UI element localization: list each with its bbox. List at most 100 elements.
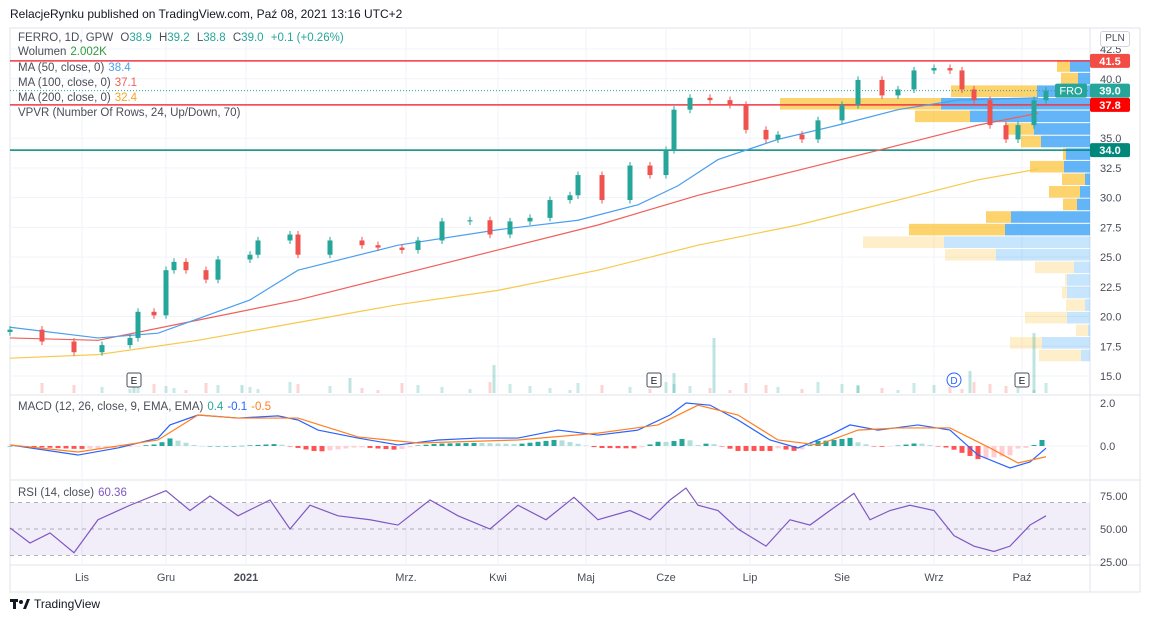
macd-histogram-bar [991,446,997,458]
candle-body[interactable] [707,97,713,101]
macd-histogram-bar [775,446,781,449]
candle-body[interactable] [135,311,141,338]
candle-body[interactable] [1003,125,1009,140]
candle-body[interactable] [971,89,977,101]
candle-body[interactable] [247,254,253,260]
candle-body[interactable] [947,68,953,71]
candle-body[interactable] [99,345,105,353]
volume-bar [1032,390,1036,393]
candle-body[interactable] [763,129,769,140]
candle-body[interactable] [7,329,13,333]
volume-legend[interactable]: Wolumen 2.002K [18,46,111,58]
ma100-legend[interactable]: MA (100, close, 0) 37.1 [18,77,141,89]
rsi-legend[interactable]: RSI (14, close) 60.36 [18,487,131,499]
candle-body[interactable] [895,89,901,96]
candle-body[interactable] [727,100,733,105]
vpvr-down-bar [1062,173,1085,186]
candle-body[interactable] [687,97,693,110]
candle-body[interactable] [799,134,805,140]
candle-body[interactable] [127,337,133,346]
macd-signal-line[interactable] [9,404,1047,464]
vpvr-up-bar [1078,72,1090,85]
candle-body[interactable] [599,175,605,201]
volume-bar [72,385,76,393]
earnings-marker[interactable] [646,372,662,388]
earnings-marker[interactable] [126,372,142,388]
vpvr-legend[interactable]: VPVR (Number Of Rows, 24, Up/Down, 70) [18,107,244,119]
candle-body[interactable] [183,261,189,271]
candle-body[interactable] [627,165,633,201]
candle-body[interactable] [987,100,993,126]
candle-body[interactable] [295,234,301,255]
candle-body[interactable] [839,104,845,121]
candle-body[interactable] [879,79,885,96]
candle-body[interactable] [671,109,677,151]
candle-body[interactable] [931,68,937,71]
candle-body[interactable] [855,79,861,105]
symbol-label[interactable]: FERRO, 1D, GPW [18,32,114,44]
vpvr-down-bar [1063,148,1066,160]
candle-body[interactable] [327,240,333,255]
candle-body[interactable] [911,70,917,90]
candle-body[interactable] [171,261,177,271]
ma50-line[interactable] [9,97,1039,339]
macd-histogram-bar [479,442,485,446]
candle-body[interactable] [203,270,209,280]
ma200-legend[interactable]: MA (200, close, 0) 32.4 [18,92,141,104]
dividend-marker[interactable] [946,372,962,388]
currency-button[interactable]: PLN [1100,31,1130,47]
time-tick-label: Gru [157,572,175,584]
candle-body[interactable] [151,311,157,316]
candle-body[interactable] [415,240,421,250]
candle-body[interactable] [775,134,781,140]
candle-body[interactable] [375,245,381,248]
volume-bar [440,387,444,393]
macd-tick-label: 0.0 [1100,441,1115,453]
candle-body[interactable] [467,220,473,222]
time-tick-label: 2021 [234,572,258,584]
vpvr-up-bar [1070,60,1090,72]
candle-body[interactable] [359,240,365,246]
candle-body[interactable] [39,329,45,342]
ma100-line[interactable] [9,112,1039,341]
macd-histogram-bar [687,440,693,446]
candle-body[interactable] [575,175,581,196]
macd-histogram-bar [343,446,349,449]
candle-body[interactable] [567,195,573,201]
macd-histogram-bar [623,446,629,449]
rsi-tick-label: 75.00 [1100,491,1128,503]
vpvr-up-bar [1074,261,1090,274]
ma200-line[interactable] [9,168,1039,359]
candle-body[interactable] [1031,100,1037,126]
macd-histogram-bar [735,446,741,451]
candle-body[interactable] [507,221,513,235]
macd-histogram-bar [263,444,269,446]
candle-body[interactable] [815,120,821,140]
macd-histogram-bar [503,443,509,446]
earnings-marker[interactable] [1014,372,1030,388]
candle-body[interactable] [163,270,169,316]
macd-legend[interactable]: MACD (12, 26, close, 9, EMA, EMA) 0.4 -0.1… [18,401,275,413]
tradingview-logo[interactable]: TradingView [10,597,100,611]
ma50-legend[interactable]: MA (50, close, 0) 38.4 [18,62,135,74]
candle-body[interactable] [527,217,533,222]
candle-body[interactable] [215,259,221,280]
candle-body[interactable] [255,240,261,255]
candle-body[interactable] [287,234,293,241]
candle-body[interactable] [399,247,405,250]
macd-histogram-bar [199,446,205,447]
candle-body[interactable] [71,341,77,353]
candle-body[interactable] [439,221,445,241]
rsi-line[interactable] [9,487,1047,554]
candle-body[interactable] [663,150,669,176]
candle-body[interactable] [487,220,493,235]
candle-body[interactable] [743,104,749,130]
candle-body[interactable] [647,165,653,176]
candle-body[interactable] [1043,90,1049,101]
candle-body[interactable] [547,200,553,218]
candle-body[interactable] [1015,125,1021,140]
macd-histogram-bar [487,443,493,446]
volume-bar [376,390,380,393]
candle-body[interactable] [959,70,965,90]
